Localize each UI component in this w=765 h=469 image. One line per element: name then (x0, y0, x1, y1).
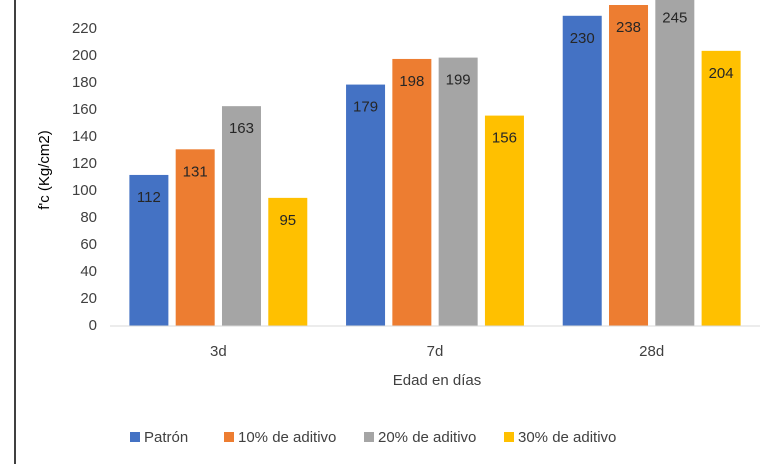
y-tick-label: 200 (72, 47, 97, 64)
data-label: 112 (137, 189, 161, 206)
bar (562, 15, 602, 326)
y-tick-label: 120 (72, 155, 97, 172)
legend-label: 10% de aditivo (238, 429, 336, 446)
bar (438, 57, 478, 327)
x-tick-label: 3d (210, 343, 227, 360)
data-label: 198 (399, 73, 424, 90)
bar (129, 174, 169, 326)
data-label: 131 (183, 163, 208, 180)
y-tick-label: 40 (80, 263, 97, 280)
data-label: 245 (662, 10, 687, 27)
y-axis-label: f'c (Kg/cm2) (36, 130, 53, 210)
bar (346, 84, 386, 327)
y-tick-label: 20 (80, 290, 97, 307)
legend-label: 20% de aditivo (378, 429, 476, 446)
legend-swatch (364, 432, 374, 442)
y-tick-label: 100 (72, 182, 97, 199)
data-label: 156 (492, 130, 517, 147)
bar (175, 149, 215, 326)
x-tick-label: 7d (427, 343, 444, 360)
data-label: 230 (570, 30, 595, 47)
bar (655, 0, 695, 326)
data-label: 95 (279, 212, 296, 229)
bar (484, 115, 524, 326)
y-tick-label: 0 (89, 317, 97, 334)
x-tick-label: 28d (639, 343, 664, 360)
legend-label: 30% de aditivo (518, 429, 616, 446)
legend-label: Patrón (144, 429, 188, 446)
data-label: 199 (446, 72, 471, 89)
y-tick-label: 180 (72, 74, 97, 91)
y-tick-label: 80 (80, 209, 97, 226)
y-tick-label: 220 (72, 20, 97, 37)
data-label: 204 (709, 65, 734, 82)
bar (221, 106, 261, 327)
x-axis-label: Edad en días (393, 372, 481, 389)
data-label: 238 (616, 19, 641, 36)
bar (268, 197, 308, 326)
y-tick-label: 160 (72, 101, 97, 118)
y-tick-label: 60 (80, 236, 97, 253)
legend-swatch (224, 432, 234, 442)
plot-area: 112 131 163 95 179 198 199 156 230 238 245 204 (129, 0, 741, 327)
bar (392, 58, 432, 326)
legend-swatch (130, 432, 140, 442)
legend-swatch (504, 432, 514, 442)
bar (701, 50, 741, 326)
y-tick-label: 140 (72, 128, 97, 145)
bar (609, 5, 649, 326)
data-label: 179 (353, 99, 378, 116)
data-label: 163 (229, 120, 254, 137)
